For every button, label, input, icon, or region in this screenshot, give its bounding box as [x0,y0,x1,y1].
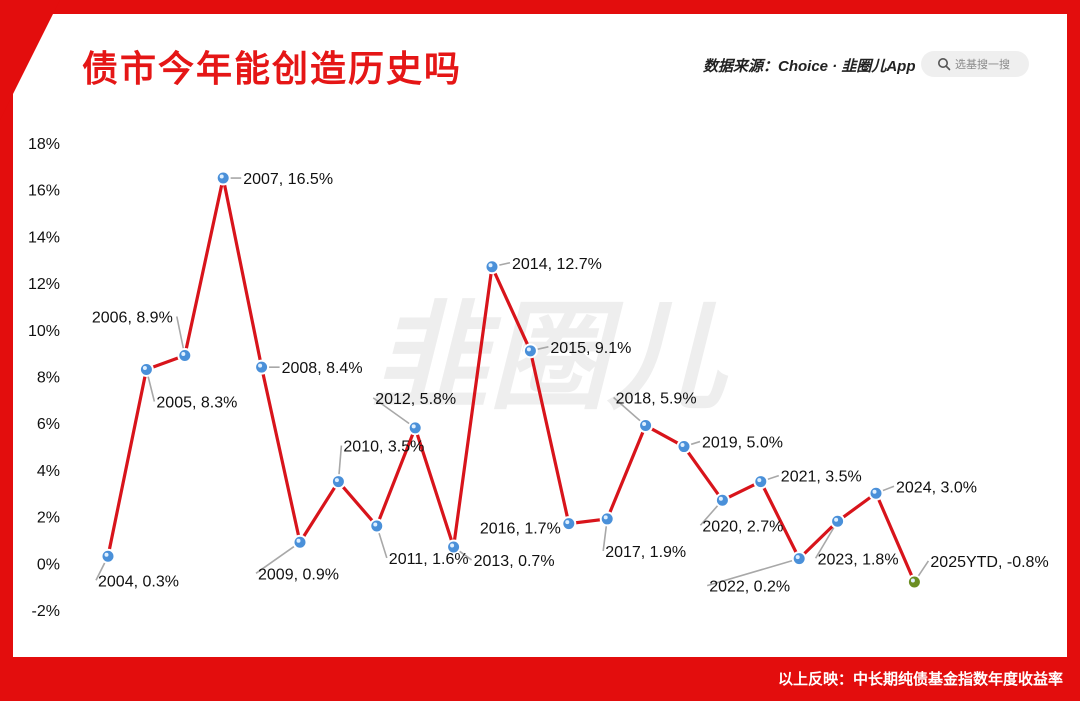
data-point-latest [906,574,922,590]
data-label: 2012, 5.8% [375,391,456,408]
leader-line [706,557,800,587]
data-label: 2015, 9.1% [550,340,631,357]
data-point [868,485,884,501]
leader-line [372,397,416,429]
data-points [100,170,922,590]
leader-line [255,541,301,574]
data-label: 2019, 5.0% [702,435,783,452]
data-point-highlight [411,424,416,429]
y-tick-label: 16% [28,183,60,200]
y-tick-label: 2% [37,510,60,527]
y-tick-label: 14% [28,229,60,246]
data-label: 2007, 16.5% [243,171,333,188]
series-line [106,176,916,583]
data-point [561,516,577,532]
data-label: 2006, 8.9% [92,309,173,326]
search-icon[interactable] [937,57,951,71]
data-point [177,347,193,363]
data-point-highlight [142,365,147,370]
data-label: 2025YTD, -0.8% [930,554,1048,571]
footer-note: 以上反映：中长期纯债基金指数年度收益率 [777,670,1063,688]
data-point [522,343,538,359]
watermark-text: 韭圈儿 [371,288,729,426]
data-point [599,511,615,527]
data-point [676,439,692,455]
data-point-highlight [526,347,531,352]
data-point [215,170,231,186]
data-point-highlight [565,520,570,525]
search-placeholder[interactable]: 选基搜一搜 [955,58,1010,71]
data-point [330,474,346,490]
data-point [484,259,500,275]
y-tick-label: 18% [28,136,60,153]
data-point-highlight [603,515,608,520]
data-label: 2024, 3.0% [896,479,977,496]
data-point-highlight [219,174,224,179]
data-point-highlight [258,363,263,368]
data-label: 2017, 1.9% [605,544,686,561]
data-label: 2023, 1.8% [818,551,899,568]
data-label: 2016, 1.7% [480,521,561,538]
data-label: 2020, 2.7% [702,518,783,535]
data-label: 2009, 0.9% [258,566,339,583]
data-labels: 2004, 0.3% 2005, 8.3% 2006, 8.9% 2007, 16.5… [92,171,1049,596]
data-label: 2013, 0.7% [474,553,555,570]
data-point [407,420,423,436]
data-point [446,539,462,555]
data-label: 2018, 5.9% [616,391,697,408]
data-point-highlight [872,489,877,494]
data-point [791,551,807,567]
data-point-highlight [642,422,647,427]
y-tick-label: 6% [37,416,60,433]
data-label: 2010, 3.5% [343,439,424,456]
data-point [714,492,730,508]
data-point [138,361,154,377]
data-point-highlight [488,263,493,268]
y-tick-label: 4% [37,463,60,480]
y-tick-label: 8% [37,370,60,387]
data-point-highlight [181,351,186,356]
data-label: 2005, 8.3% [156,394,237,411]
data-point-highlight [296,538,301,543]
corner-ribbon [0,0,60,120]
data-point-highlight [795,555,800,560]
series-polyline [106,176,916,583]
data-label: 2004, 0.3% [98,573,179,590]
data-point [254,359,270,375]
page-title: 债市今年能创造历史吗 [82,49,463,90]
data-point [638,418,654,434]
data-label: 2021, 3.5% [781,469,862,486]
data-point-highlight [680,443,685,448]
data-point [292,534,308,550]
y-axis: 18% 16% 14% 12% 10% 8% 6% 4% 2% 0% -2% [28,136,60,620]
data-point-highlight [718,496,723,501]
data-point-highlight [757,478,762,483]
data-point-highlight [334,478,339,483]
y-tick-label: 0% [37,556,60,573]
data-point [100,548,116,564]
y-tick-label: 12% [28,276,60,293]
data-label: 2022, 0.2% [709,579,790,596]
data-point-highlight [834,517,839,522]
data-point-highlight [104,552,109,557]
data-point-highlight [450,543,455,548]
data-point [753,474,769,490]
y-tick-label: -2% [32,603,60,620]
data-point [369,518,385,534]
data-point [830,513,846,529]
y-tick-label: 10% [28,323,60,340]
data-label: 2008, 8.4% [282,360,363,377]
data-point-highlight [373,522,378,527]
data-label: 2011, 1.6% [389,551,469,568]
data-point-highlight [910,578,915,583]
data-source-label: 数据来源：Choice · 韭圈儿App [703,58,916,75]
data-label: 2014, 12.7% [512,256,602,273]
